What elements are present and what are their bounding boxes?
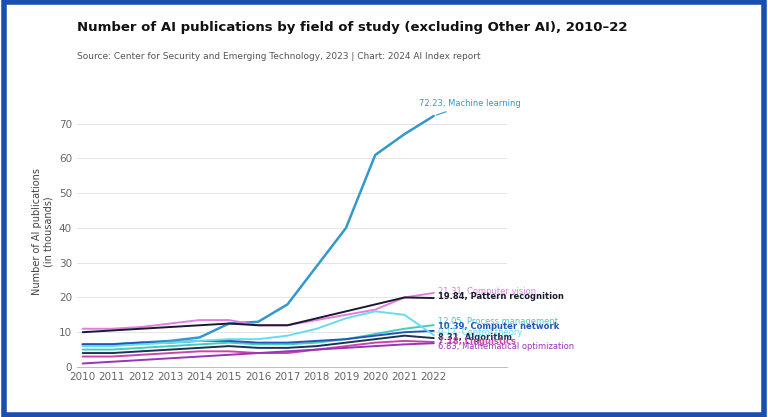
Text: 12.05, Process management: 12.05, Process management [438,317,558,326]
Y-axis label: Number of AI publications
(in thousands): Number of AI publications (in thousands) [31,168,53,295]
Text: 19.84, Pattern recognition: 19.84, Pattern recognition [438,292,564,301]
Text: 10.39, Computer network: 10.39, Computer network [438,322,559,332]
Text: 9.17, Control theory: 9.17, Control theory [438,328,522,337]
Text: 7.18, Linguistics: 7.18, Linguistics [438,337,516,346]
Text: Source: Center for Security and Emerging Technology, 2023 | Chart: 2024 AI Index: Source: Center for Security and Emerging… [77,52,481,61]
Text: Number of AI publications by field of study (excluding Other AI), 2010–22: Number of AI publications by field of st… [77,21,627,34]
Text: 8.31, Algorithm: 8.31, Algorithm [438,333,512,342]
Text: 21.31, Computer vision: 21.31, Computer vision [438,287,536,296]
Text: 72.23, Machine learning: 72.23, Machine learning [419,99,521,115]
Text: 6.83, Mathematical optimization: 6.83, Mathematical optimization [438,342,574,351]
